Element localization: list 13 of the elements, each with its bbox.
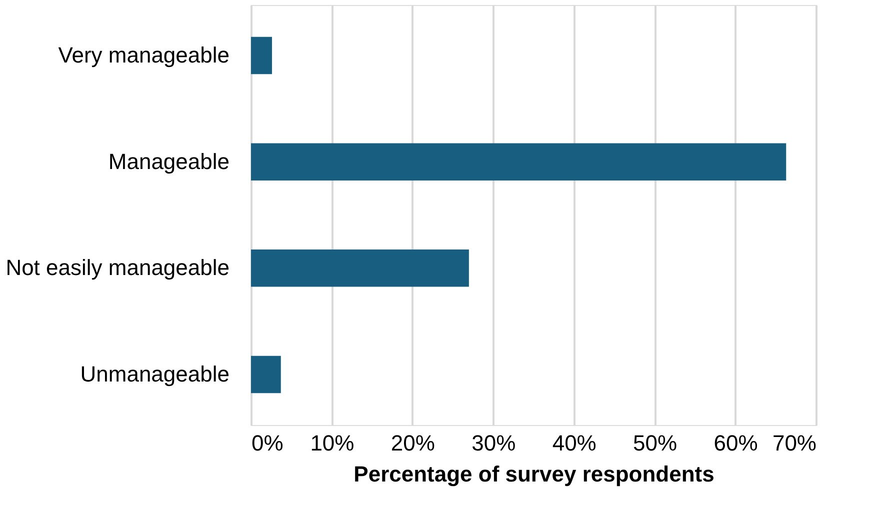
x-axis-title: Percentage of survey respondents — [354, 462, 714, 486]
y-tick-label: Manageable — [108, 148, 230, 174]
x-tick-label: 60% — [714, 430, 758, 456]
y-tick-label: Very manageable — [58, 42, 230, 68]
x-tick-label: 10% — [310, 430, 354, 456]
y-tick-label: Not easily manageable — [6, 255, 230, 280]
x-tick-label: 30% — [472, 430, 516, 456]
y-tick-label: Unmanageable — [80, 361, 230, 386]
x-tick-label: 40% — [552, 430, 596, 456]
x-tick-label: 50% — [633, 430, 678, 456]
x-tick-label: 0% — [252, 430, 284, 456]
x-tick-label: 20% — [390, 430, 435, 456]
x-tick-label: 70% — [772, 430, 816, 456]
